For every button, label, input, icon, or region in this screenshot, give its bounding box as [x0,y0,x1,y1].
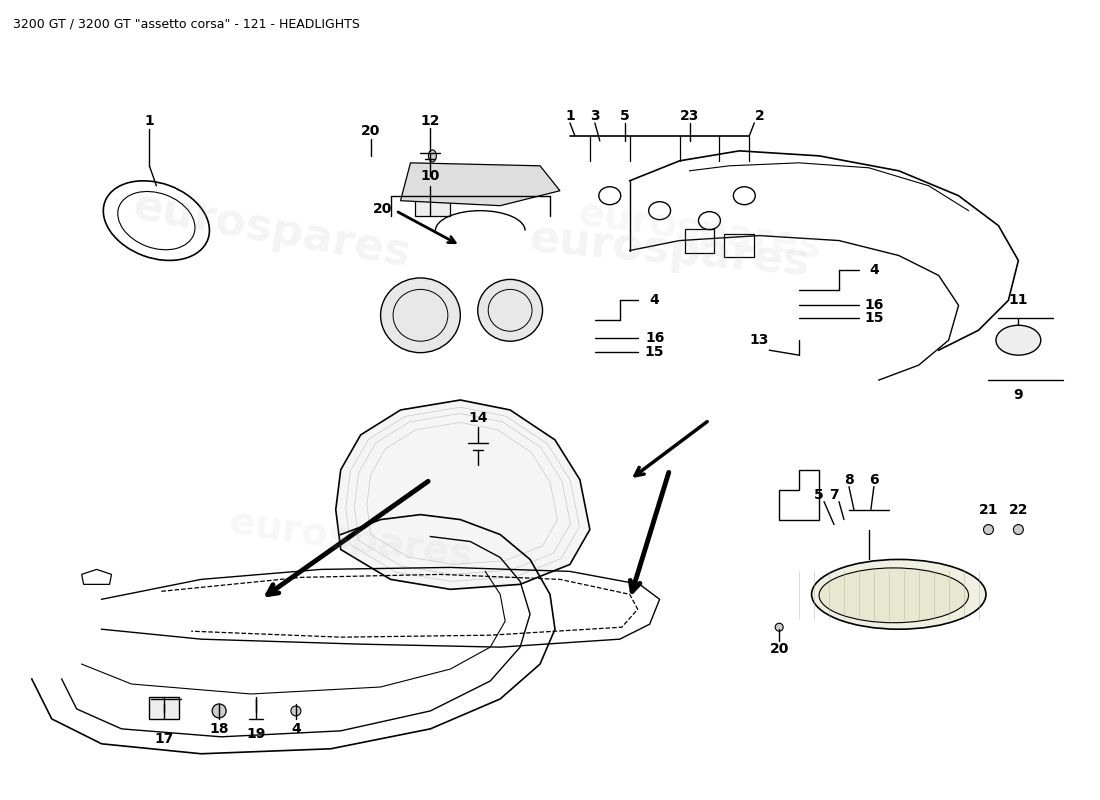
Text: 22: 22 [1009,502,1028,517]
Text: 15: 15 [865,311,883,326]
Text: 4: 4 [292,722,300,736]
Text: 23: 23 [680,109,700,123]
Text: 3200 GT / 3200 GT "assetto corsa" - 121 - HEADLIGHTS: 3200 GT / 3200 GT "assetto corsa" - 121 … [13,18,360,30]
Ellipse shape [996,326,1041,355]
Text: 2: 2 [755,109,764,123]
Text: eurospares: eurospares [129,185,414,276]
Ellipse shape [212,704,227,718]
Text: 4: 4 [650,294,660,307]
Text: 21: 21 [979,502,998,517]
Ellipse shape [428,150,437,162]
Text: 5: 5 [620,109,629,123]
Text: 16: 16 [645,331,664,346]
Text: 11: 11 [1009,294,1028,307]
Text: 13: 13 [749,334,769,347]
Text: 10: 10 [420,169,440,182]
Text: 3: 3 [590,109,600,123]
Text: 20: 20 [373,202,393,216]
Text: 15: 15 [645,345,664,359]
Text: 14: 14 [469,411,488,425]
Ellipse shape [290,706,301,716]
Ellipse shape [983,525,993,534]
Ellipse shape [812,559,986,630]
Ellipse shape [820,568,968,622]
Text: eurospares: eurospares [575,194,824,266]
Polygon shape [336,400,590,590]
Text: eurospares: eurospares [528,217,812,284]
Text: 16: 16 [865,298,883,312]
Polygon shape [400,163,560,206]
Text: 1: 1 [565,109,575,123]
Text: 7: 7 [829,488,839,502]
FancyBboxPatch shape [416,186,450,216]
Ellipse shape [776,623,783,631]
Text: 12: 12 [420,114,440,128]
Text: 20: 20 [361,124,381,138]
Text: 6: 6 [869,473,879,486]
Ellipse shape [1013,525,1023,534]
Text: 19: 19 [246,727,266,741]
Text: 5: 5 [814,488,824,502]
Text: 18: 18 [209,722,229,736]
Text: 4: 4 [869,263,879,278]
Text: 20: 20 [770,642,789,656]
Ellipse shape [381,278,460,353]
Ellipse shape [477,279,542,342]
Text: eurospares: eurospares [227,504,475,575]
Text: 8: 8 [844,473,854,486]
Text: 1: 1 [144,114,154,128]
FancyBboxPatch shape [150,697,179,719]
Text: 9: 9 [1013,388,1023,402]
Text: 17: 17 [155,732,174,746]
